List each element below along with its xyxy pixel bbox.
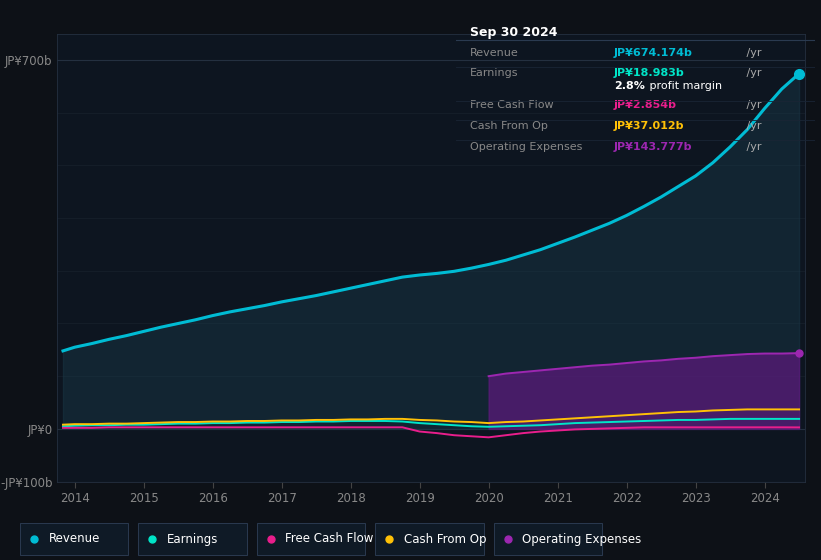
Text: /yr: /yr: [743, 142, 762, 152]
FancyBboxPatch shape: [257, 524, 365, 556]
Text: /yr: /yr: [743, 121, 762, 131]
Text: /yr: /yr: [743, 100, 762, 110]
Text: /yr: /yr: [743, 48, 762, 58]
Text: Earnings: Earnings: [167, 533, 218, 545]
FancyBboxPatch shape: [138, 524, 247, 556]
Text: Cash From Op: Cash From Op: [470, 121, 548, 131]
Text: Operating Expenses: Operating Expenses: [522, 533, 641, 545]
Text: JP¥18.983b: JP¥18.983b: [614, 68, 685, 78]
Text: Free Cash Flow: Free Cash Flow: [286, 533, 374, 545]
Text: JP¥2.854b: JP¥2.854b: [614, 100, 677, 110]
Text: JP¥674.174b: JP¥674.174b: [614, 48, 693, 58]
Text: Cash From Op: Cash From Op: [404, 533, 486, 545]
FancyBboxPatch shape: [493, 524, 603, 556]
Text: Earnings: Earnings: [470, 68, 519, 78]
Text: /yr: /yr: [743, 68, 762, 78]
Text: JP¥37.012b: JP¥37.012b: [614, 121, 685, 131]
FancyBboxPatch shape: [20, 524, 129, 556]
Text: JP¥143.777b: JP¥143.777b: [614, 142, 692, 152]
Text: profit margin: profit margin: [646, 81, 722, 91]
Text: Operating Expenses: Operating Expenses: [470, 142, 582, 152]
Text: Revenue: Revenue: [470, 48, 519, 58]
Text: Sep 30 2024: Sep 30 2024: [470, 26, 557, 39]
Text: 2.8%: 2.8%: [614, 81, 644, 91]
FancyBboxPatch shape: [375, 524, 484, 556]
Text: Free Cash Flow: Free Cash Flow: [470, 100, 553, 110]
Text: Revenue: Revenue: [48, 533, 100, 545]
